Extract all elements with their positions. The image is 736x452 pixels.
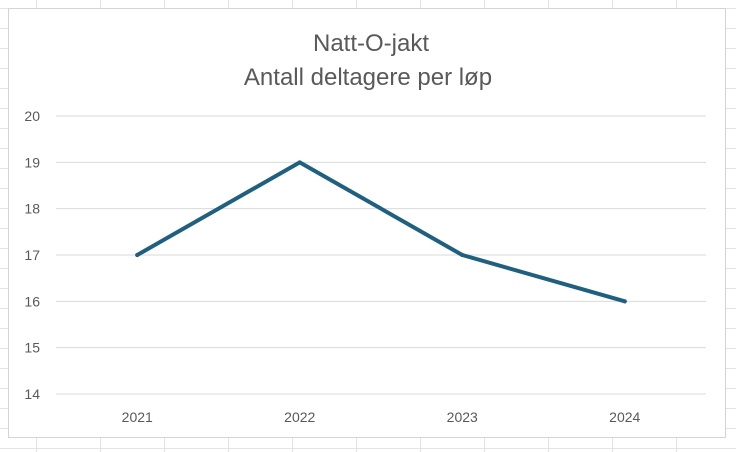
chart-subtitle: Antall deltagere per løp [244, 64, 492, 91]
data-point-2021[interactable] [135, 253, 140, 257]
y-tick-label-16: 16 [24, 293, 40, 309]
series-group [135, 160, 627, 304]
x-tick-label-2023: 2023 [447, 409, 478, 425]
line-chart: Natt-O-jakt Antall deltagere per løp 141… [24, 30, 706, 425]
data-point-2024[interactable] [622, 299, 627, 304]
data-point-2023[interactable] [460, 253, 465, 257]
x-axis-tick-labels: 2021 2022 2023 2024 [122, 409, 641, 425]
x-tick-label-2024: 2024 [609, 409, 640, 425]
y-tick-label-19: 19 [24, 154, 40, 170]
y-axis-tick-labels: 14 15 16 17 18 19 20 [24, 108, 40, 402]
gridlines [56, 115, 706, 395]
y-tick-label-17: 17 [24, 247, 40, 263]
y-tick-label-18: 18 [24, 201, 40, 217]
y-tick-label-15: 15 [24, 340, 40, 356]
y-tick-label-14: 14 [24, 386, 40, 402]
chart-title: Natt-O-jakt [313, 30, 429, 57]
series-line-0[interactable] [135, 160, 627, 304]
y-tick-label-20: 20 [24, 108, 40, 124]
chart-area[interactable]: Natt-O-jakt Antall deltagere per løp 14 1… [8, 8, 726, 438]
data-point-2022[interactable] [297, 160, 302, 165]
x-tick-label-2022: 2022 [284, 409, 315, 425]
x-tick-label-2021: 2021 [122, 409, 153, 425]
